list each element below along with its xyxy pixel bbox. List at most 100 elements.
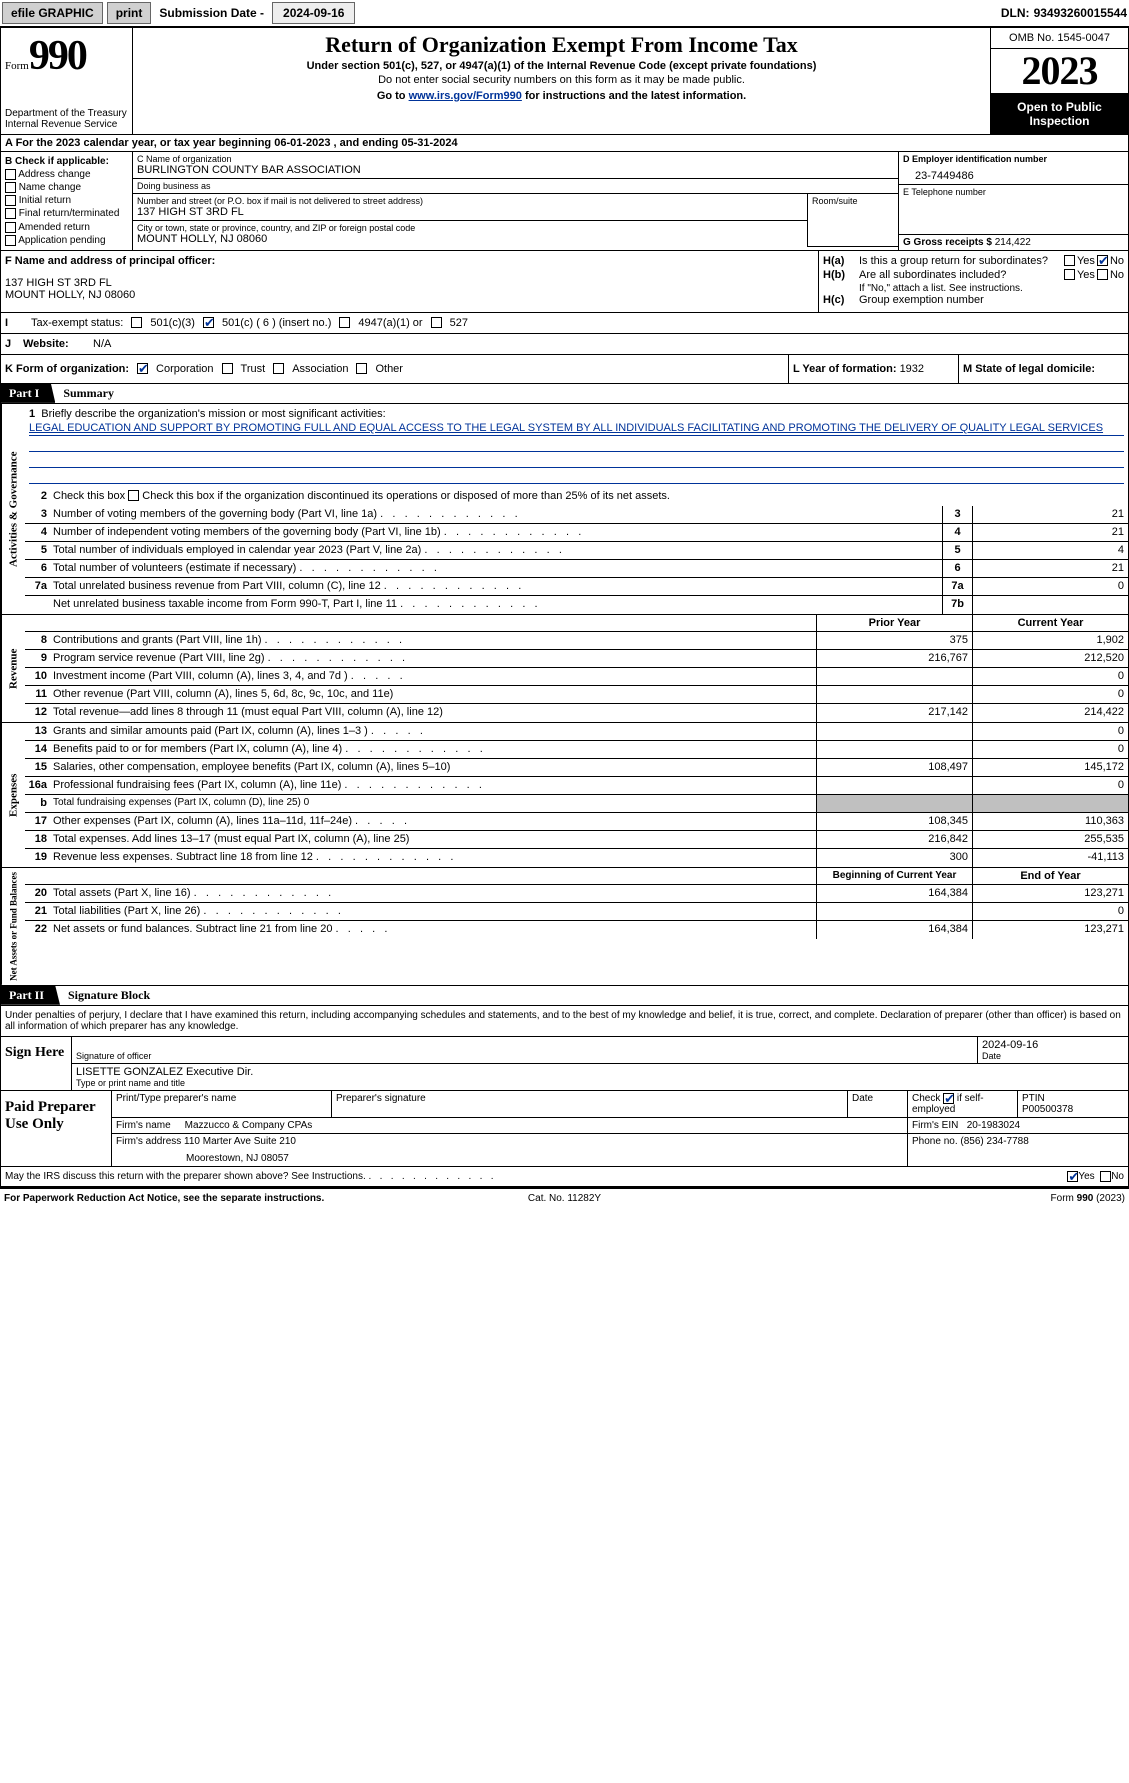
opt-amended-return[interactable]: Amended return <box>18 222 90 233</box>
i-opt-501c[interactable] <box>203 317 214 328</box>
l5-desc: Total number of individuals employed in … <box>49 542 942 559</box>
cat-no: Cat. No. 11282Y <box>378 1193 752 1204</box>
k-assoc[interactable] <box>273 363 284 374</box>
row-a-tax-year: A For the 2023 calendar year, or tax yea… <box>0 135 1129 152</box>
l9-prior: 216,767 <box>816 650 972 667</box>
l14-desc: Benefits paid to or for members (Part IX… <box>49 741 816 758</box>
vtab-governance: Activities & Governance <box>1 404 25 614</box>
opt-final-return[interactable]: Final return/terminated <box>19 209 120 220</box>
prep-sig-label: Preparer's signature <box>332 1091 848 1117</box>
sig-officer-label: Signature of officer <box>76 1051 973 1061</box>
omb-number: OMB No. 1545-0047 <box>991 28 1128 49</box>
efile-button[interactable]: efile GRAPHIC <box>2 2 103 24</box>
l16a-curr: 0 <box>972 777 1128 794</box>
l10-desc: Investment income (Part VIII, column (A)… <box>49 668 816 685</box>
firm-name: Mazzucco & Company CPAs <box>185 1120 313 1131</box>
prep-name-label: Print/Type preparer's name <box>112 1091 332 1117</box>
l13-desc: Grants and similar amounts paid (Part IX… <box>49 723 816 740</box>
row-i: I Tax-exempt status: 501(c)(3) 501(c) ( … <box>0 313 1129 334</box>
dln-label: DLN: <box>1001 6 1030 20</box>
opt-address-change[interactable]: Address change <box>18 169 90 180</box>
h-b-yes[interactable] <box>1064 269 1075 280</box>
l10-curr: 0 <box>972 668 1128 685</box>
firm-addr-label: Firm's address <box>116 1136 181 1147</box>
irs-discuss-no[interactable] <box>1100 1171 1111 1182</box>
form-number: 990 <box>29 33 86 79</box>
ptin-label: PTIN <box>1022 1093 1124 1104</box>
l16b-desc: Total fundraising expenses (Part IX, col… <box>49 795 816 812</box>
l13-prior <box>816 723 972 740</box>
l14-prior <box>816 741 972 758</box>
l7a-desc: Total unrelated business revenue from Pa… <box>49 578 942 595</box>
name-label: C Name of organization <box>137 154 894 164</box>
print-button[interactable]: print <box>107 2 152 24</box>
vtab-expenses: Expenses <box>1 723 25 867</box>
irs-discuss-q: May the IRS discuss this return with the… <box>5 1171 494 1182</box>
section-net-assets: Net Assets or Fund Balances Beginning of… <box>0 868 1129 986</box>
dept-treasury: Department of the Treasury Internal Reve… <box>5 108 128 130</box>
sign-here-label: Sign Here <box>1 1037 71 1090</box>
vtab-net: Net Assets or Fund Balances <box>1 868 25 985</box>
i-opt-527[interactable] <box>431 317 442 328</box>
opt-initial-return[interactable]: Initial return <box>19 195 71 206</box>
irs-discuss-yes[interactable] <box>1067 1171 1078 1182</box>
officer-name-label: Type or print name and title <box>76 1078 1124 1088</box>
addr-label: Number and street (or P.O. box if mail i… <box>137 196 803 206</box>
k-corp[interactable] <box>137 363 148 374</box>
part-i-header: Part I Summary <box>0 384 1129 404</box>
h-a-yes[interactable] <box>1064 255 1075 266</box>
col-b-check: B Check if applicable: Address change Na… <box>1 152 133 250</box>
l8-prior: 375 <box>816 632 972 649</box>
l22-desc: Net assets or fund balances. Subtract li… <box>49 921 816 939</box>
h-b-no[interactable] <box>1097 269 1108 280</box>
i-opt-501c3[interactable] <box>131 317 142 328</box>
l2-checkbox[interactable] <box>128 490 139 501</box>
ein-value: 23-7449486 <box>903 164 1124 182</box>
l7b-desc: Net unrelated business taxable income fr… <box>49 596 942 614</box>
hdr-begin-year: Beginning of Current Year <box>816 868 972 884</box>
ptin-value: P00500378 <box>1022 1104 1124 1115</box>
form-go-link-line: Go to www.irs.gov/Form990 for instructio… <box>141 90 982 102</box>
section-expenses: Expenses 13Grants and similar amounts pa… <box>0 723 1129 868</box>
l6-val: 21 <box>972 560 1128 577</box>
k-other[interactable] <box>356 363 367 374</box>
submission-date: 2024-09-16 <box>272 2 355 24</box>
l15-desc: Salaries, other compensation, employee b… <box>49 759 816 776</box>
l11-desc: Other revenue (Part VIII, column (A), li… <box>49 686 816 703</box>
gross-label: G Gross receipts $ <box>903 237 995 248</box>
room-suite-label: Room/suite <box>808 194 898 247</box>
paperwork-notice: For Paperwork Reduction Act Notice, see … <box>4 1193 378 1204</box>
addr-value: 137 HIGH ST 3RD FL <box>137 206 803 218</box>
l19-desc: Revenue less expenses. Subtract line 18 … <box>49 849 816 867</box>
l13-curr: 0 <box>972 723 1128 740</box>
phone-value: (856) 234-7788 <box>960 1136 1028 1147</box>
k-trust[interactable] <box>222 363 233 374</box>
l12-desc: Total revenue—add lines 8 through 11 (mu… <box>49 704 816 722</box>
hdr-end-year: End of Year <box>972 868 1128 884</box>
section-revenue: Revenue Prior YearCurrent Year 8Contribu… <box>0 615 1129 723</box>
l18-desc: Total expenses. Add lines 13–17 (must eq… <box>49 831 816 848</box>
city-value: MOUNT HOLLY, NJ 08060 <box>137 233 803 245</box>
row-f-h: F Name and address of principal officer:… <box>0 251 1129 313</box>
opt-name-change[interactable]: Name change <box>19 182 81 193</box>
website-value: N/A <box>89 334 115 354</box>
opt-application-pending[interactable]: Application pending <box>18 235 105 246</box>
irs-link[interactable]: www.irs.gov/Form990 <box>409 90 522 102</box>
l4-desc: Number of independent voting members of … <box>49 524 942 541</box>
dba-label: Doing business as <box>137 181 894 191</box>
i-opt-4947[interactable] <box>339 317 350 328</box>
paid-preparer-block: Paid Preparer Use Only Print/Type prepar… <box>0 1091 1129 1167</box>
row-j: J Website: N/A <box>0 334 1129 355</box>
tax-year: 2023 <box>991 49 1128 94</box>
l21-prior <box>816 903 972 920</box>
l7b-val <box>972 596 1128 614</box>
h-c-text: Group exemption number <box>859 294 1124 306</box>
l4-val: 21 <box>972 524 1128 541</box>
self-employed-check[interactable] <box>943 1093 954 1104</box>
l3-desc: Number of voting members of the governin… <box>49 506 942 523</box>
h-a-no[interactable] <box>1097 255 1108 266</box>
l21-curr: 0 <box>972 903 1128 920</box>
f-addr1: 137 HIGH ST 3RD FL <box>5 277 814 289</box>
form-subtitle-2: Do not enter social security numbers on … <box>141 74 982 86</box>
l22-prior: 164,384 <box>816 921 972 939</box>
